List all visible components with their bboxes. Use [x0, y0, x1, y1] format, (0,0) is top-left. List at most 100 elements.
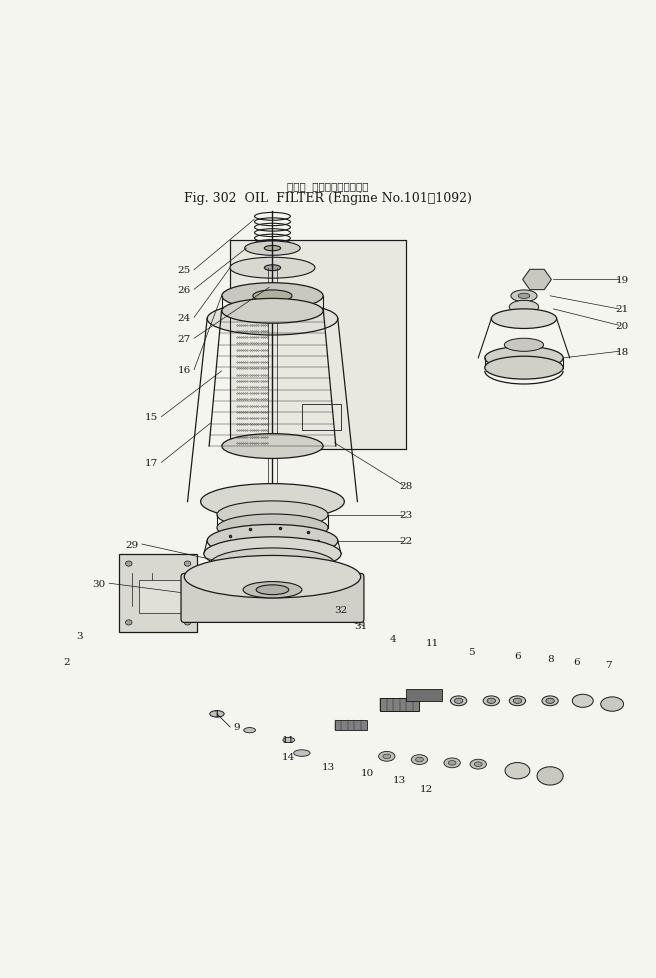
Ellipse shape	[491, 310, 557, 330]
Ellipse shape	[227, 569, 318, 592]
Ellipse shape	[201, 484, 344, 520]
Text: 11: 11	[426, 638, 439, 646]
Ellipse shape	[217, 514, 328, 542]
Ellipse shape	[451, 696, 467, 706]
Ellipse shape	[264, 265, 281, 271]
Ellipse shape	[509, 696, 525, 706]
Ellipse shape	[546, 698, 554, 704]
Ellipse shape	[243, 582, 302, 599]
Ellipse shape	[537, 767, 563, 785]
Text: 9: 9	[234, 723, 240, 732]
Text: 19: 19	[615, 276, 628, 285]
Ellipse shape	[244, 728, 255, 734]
Text: 15: 15	[145, 413, 158, 422]
Ellipse shape	[210, 711, 224, 718]
Ellipse shape	[572, 694, 593, 708]
Text: 16: 16	[178, 366, 191, 375]
Bar	[119, 555, 197, 633]
Ellipse shape	[485, 357, 563, 379]
Ellipse shape	[222, 284, 323, 310]
FancyBboxPatch shape	[181, 574, 364, 623]
Text: 13: 13	[321, 762, 335, 771]
Text: 8: 8	[547, 654, 554, 663]
Ellipse shape	[448, 761, 456, 766]
Text: 12: 12	[419, 784, 432, 794]
Text: 21: 21	[615, 305, 628, 314]
Ellipse shape	[474, 762, 482, 767]
Ellipse shape	[294, 750, 310, 757]
Ellipse shape	[204, 537, 341, 571]
Text: 31: 31	[354, 622, 367, 631]
Ellipse shape	[485, 347, 563, 370]
Ellipse shape	[383, 754, 391, 759]
Text: 27: 27	[178, 334, 191, 343]
Text: 13: 13	[393, 775, 407, 784]
Bar	[335, 721, 367, 731]
Text: 26: 26	[178, 286, 191, 294]
Text: 23: 23	[400, 511, 413, 519]
Text: 6: 6	[573, 657, 579, 666]
Text: 5: 5	[468, 647, 475, 656]
Ellipse shape	[125, 620, 132, 625]
Text: 22: 22	[400, 537, 413, 546]
Polygon shape	[523, 270, 552, 290]
Text: 17: 17	[145, 459, 158, 467]
Text: 2: 2	[64, 657, 70, 666]
Ellipse shape	[211, 549, 335, 580]
Ellipse shape	[207, 303, 338, 335]
Ellipse shape	[245, 242, 300, 256]
Text: 25: 25	[178, 266, 191, 275]
Ellipse shape	[222, 299, 323, 324]
Ellipse shape	[444, 758, 461, 768]
Ellipse shape	[509, 301, 539, 314]
Ellipse shape	[511, 290, 537, 302]
Ellipse shape	[256, 585, 289, 595]
Bar	[380, 698, 419, 711]
Ellipse shape	[283, 737, 295, 743]
Ellipse shape	[184, 620, 191, 625]
Ellipse shape	[505, 763, 530, 779]
Text: 18: 18	[615, 347, 628, 356]
Bar	[406, 689, 442, 701]
Text: 11: 11	[282, 735, 295, 744]
Text: 20: 20	[615, 322, 628, 331]
Ellipse shape	[379, 752, 395, 762]
Text: Fig. 302  OIL  FILTER (Engine No.101～1092): Fig. 302 OIL FILTER (Engine No.101～1092)	[184, 192, 472, 205]
Text: 4: 4	[390, 635, 397, 644]
Text: 1: 1	[214, 710, 220, 719]
Ellipse shape	[230, 258, 315, 279]
Ellipse shape	[601, 697, 624, 712]
Ellipse shape	[207, 525, 338, 557]
Ellipse shape	[184, 556, 361, 599]
Ellipse shape	[504, 339, 544, 352]
Ellipse shape	[184, 561, 191, 566]
Text: 30: 30	[92, 579, 106, 588]
Ellipse shape	[518, 293, 530, 299]
Text: 7: 7	[605, 661, 612, 670]
Text: 6: 6	[514, 651, 521, 660]
Ellipse shape	[217, 502, 328, 529]
Bar	[302, 404, 341, 430]
Ellipse shape	[411, 755, 428, 765]
Text: オイル  フィルタ（適用号機: オイル フィルタ（適用号機	[287, 182, 369, 192]
Bar	[138, 580, 184, 613]
Text: 10: 10	[361, 769, 374, 778]
Ellipse shape	[542, 696, 558, 706]
Text: 24: 24	[178, 314, 191, 323]
Ellipse shape	[487, 698, 495, 704]
Ellipse shape	[222, 434, 323, 459]
Ellipse shape	[125, 561, 132, 566]
Ellipse shape	[264, 246, 281, 251]
Ellipse shape	[470, 760, 486, 770]
Text: 32: 32	[335, 605, 348, 614]
Ellipse shape	[483, 696, 499, 706]
Ellipse shape	[415, 758, 423, 762]
Text: 3: 3	[77, 632, 83, 641]
Polygon shape	[230, 241, 406, 450]
Ellipse shape	[513, 698, 522, 704]
Ellipse shape	[455, 698, 463, 704]
Text: 14: 14	[282, 752, 295, 761]
Text: 29: 29	[125, 540, 138, 549]
Text: 28: 28	[400, 481, 413, 490]
Ellipse shape	[253, 290, 292, 302]
